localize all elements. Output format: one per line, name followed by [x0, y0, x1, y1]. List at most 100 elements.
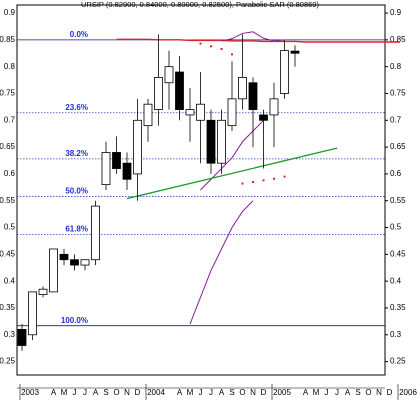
- x-tick-label: A: [177, 388, 183, 397]
- candle-body: [238, 76, 247, 100]
- candle-body: [154, 76, 163, 110]
- x-tick-label: J: [209, 388, 213, 397]
- y-tick-label: 0.6: [390, 169, 402, 178]
- fib-label: 61.8%: [65, 225, 88, 234]
- y-tick-label-left: 0.5: [4, 223, 16, 232]
- candle-body: [59, 253, 69, 261]
- x-tick-label: D: [135, 388, 141, 397]
- x-tick-label: S: [355, 388, 360, 397]
- candle-body: [17, 329, 27, 346]
- x-tick-label: J: [325, 388, 329, 397]
- candle-body: [227, 98, 237, 127]
- x-tick-label: N: [124, 388, 130, 397]
- x-tick-label: A: [219, 388, 225, 397]
- sar-dot: [231, 53, 233, 56]
- y-tick-label: 0.5: [390, 223, 402, 232]
- candle-body: [269, 98, 279, 116]
- x-tick-label: N: [376, 388, 382, 397]
- candle-body: [122, 162, 132, 180]
- fib-label: 50.0%: [65, 187, 88, 196]
- y-tick-label: 0.7: [390, 115, 402, 124]
- sar-dot: [199, 42, 202, 45]
- y-tick-label-left: 0.4: [4, 276, 16, 285]
- y-tick-label: 0.3: [390, 330, 402, 339]
- y-tick-label-left: 0.9: [4, 8, 16, 17]
- y-tick-label: 0.4: [390, 276, 402, 285]
- x-tick-label: O: [113, 388, 119, 397]
- candle-body: [80, 259, 90, 266]
- candle-body: [28, 291, 37, 336]
- fib-label: 100.0%: [61, 316, 88, 325]
- x-tick-label: A: [345, 388, 351, 397]
- chart-title: URSIP (0.82900, 0.84000, 0.80000, 0.8250…: [81, 0, 319, 9]
- candle-body: [101, 152, 111, 186]
- y-tick-label-left: 0.55: [0, 196, 16, 205]
- sar-dot: [210, 45, 212, 48]
- x-tick-label: J: [335, 388, 339, 397]
- candle-body: [280, 50, 289, 94]
- candle-body: [91, 205, 100, 261]
- trendline: [126, 147, 338, 200]
- candle-body: [196, 103, 205, 121]
- y-tick-label-left: 0.65: [0, 142, 16, 151]
- x-tick-label: M: [187, 388, 194, 397]
- fib-label: 23.6%: [65, 103, 88, 112]
- candle-body: [290, 50, 300, 54]
- candle-body: [175, 71, 184, 110]
- y-tick-label: 0.85: [390, 35, 406, 44]
- candle-body: [143, 103, 153, 127]
- x-tick-label: M: [313, 388, 320, 397]
- indicator-line: [189, 200, 254, 325]
- y-tick-label: 0.75: [390, 89, 406, 98]
- x-tick-label: O: [239, 388, 245, 397]
- sar-dot: [252, 180, 254, 183]
- y-tick-label-left: 0.8: [4, 62, 16, 71]
- x-tick-label: J: [83, 388, 87, 397]
- candle-body: [112, 152, 121, 169]
- x-tick-label: 2003: [21, 388, 39, 397]
- indicator-line: [221, 31, 285, 42]
- x-tick-label: D: [261, 388, 267, 397]
- candle-body: [133, 119, 142, 175]
- sar-dot: [220, 47, 223, 50]
- y-tick-label-left: 0.35: [0, 303, 16, 312]
- x-tick-label: M: [61, 388, 68, 397]
- y-tick-label: 0.45: [390, 249, 406, 258]
- x-tick-label: S: [229, 388, 234, 397]
- x-tick-label: S: [103, 388, 108, 397]
- candle-body: [217, 119, 226, 164]
- x-tick-label: 2004: [147, 388, 165, 397]
- x-tick-label: O: [365, 388, 371, 397]
- sar-dot: [262, 179, 265, 182]
- candle-body: [38, 288, 48, 295]
- y-tick-label-left: 0.25: [0, 357, 16, 366]
- fib-label: 38.2%: [65, 149, 88, 158]
- y-tick-label: 0.35: [390, 303, 406, 312]
- x-tick-label: 2005: [273, 388, 291, 397]
- candle-body: [259, 114, 268, 121]
- y-tick-label: 0.9: [390, 8, 402, 17]
- x-tick-label: J: [199, 388, 203, 397]
- x-tick-label: D: [387, 388, 393, 397]
- y-tick-label: 0.25: [390, 357, 406, 366]
- fib-label: 0.0%: [70, 30, 88, 39]
- y-tick-label-left: 0.75: [0, 89, 16, 98]
- sar-dot: [283, 175, 286, 178]
- y-tick-label-left: 0.3: [4, 330, 16, 339]
- candle-body: [185, 109, 195, 116]
- indicator-line: [116, 38, 400, 43]
- y-tick-label: 0.8: [390, 62, 402, 71]
- y-tick-label-left: 0.85: [0, 35, 16, 44]
- x-tick-label: N: [250, 388, 256, 397]
- candle-body: [70, 259, 79, 266]
- x-tick-label: A: [51, 388, 57, 397]
- y-tick-label-left: 0.6: [4, 169, 16, 178]
- sar-dot: [241, 182, 244, 185]
- plot-frame: [16, 4, 386, 376]
- candle-body: [164, 66, 174, 84]
- x-tick-label: 2006: [399, 388, 417, 397]
- y-tick-label: 0.55: [390, 196, 406, 205]
- y-tick-label-left: 0.7: [4, 115, 16, 124]
- sar-dot: [273, 177, 275, 180]
- x-tick-label: A: [303, 388, 309, 397]
